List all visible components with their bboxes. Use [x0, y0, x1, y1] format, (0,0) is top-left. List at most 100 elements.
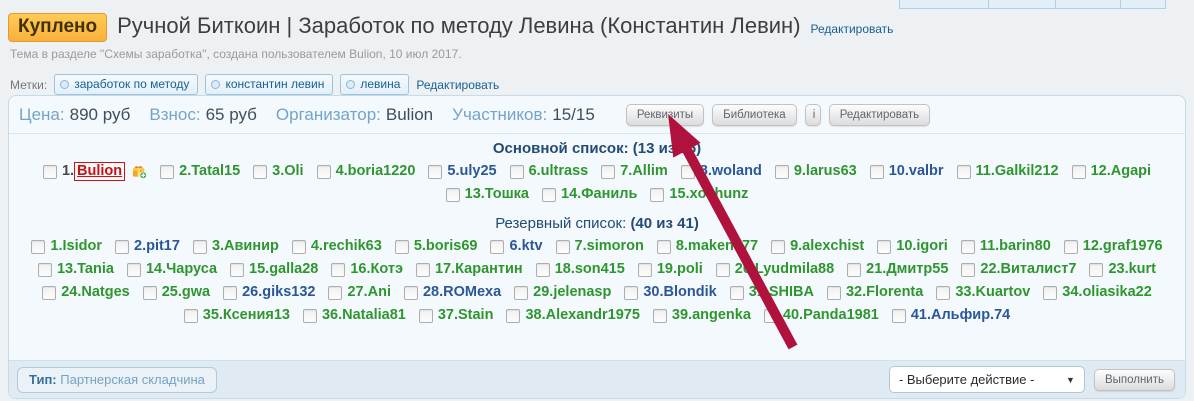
member-name[interactable]: 4.boria1220	[335, 163, 416, 179]
member-item[interactable]: 16.Котэ	[331, 262, 403, 277]
toolbar-button-cutoff[interactable]	[988, 0, 1055, 8]
member-item[interactable]: 38.Alexandr1975	[506, 308, 640, 323]
member-name[interactable]: 2.Tatal15	[179, 163, 241, 179]
member-item[interactable]: 14.Фаниль	[542, 187, 637, 202]
member-name[interactable]: 3.Авинир	[211, 238, 279, 254]
member-name[interactable]: 6.ultrass	[528, 163, 589, 179]
member-item[interactable]: 2.Tatal15	[160, 164, 240, 179]
member-item[interactable]: 17.Карантин	[415, 261, 523, 277]
member-checkbox[interactable]	[183, 308, 198, 323]
member-name[interactable]: 14.Чаруса	[145, 261, 218, 277]
member-checkbox[interactable]	[1063, 239, 1078, 254]
member-checkbox[interactable]	[291, 239, 306, 254]
member-checkbox[interactable]	[514, 285, 529, 300]
member-name[interactable]: 30.Blondik	[643, 284, 717, 300]
member-checkbox[interactable]	[891, 308, 906, 323]
member-item[interactable]: 37.Stain	[418, 307, 494, 323]
member-item[interactable]: 21.Дмитр55	[847, 262, 948, 277]
tags-edit-link[interactable]: Редактировать	[416, 77, 500, 92]
member-checkbox[interactable]	[506, 308, 521, 323]
member-checkbox[interactable]	[877, 239, 892, 254]
member-name[interactable]: 22.Виталист7	[980, 261, 1077, 277]
member-checkbox[interactable]	[418, 308, 433, 323]
member-name[interactable]: 20.Lyudmila88	[734, 261, 835, 277]
member-name[interactable]: 2.pit17	[134, 238, 180, 254]
member-item[interactable]: 2.pit17	[115, 239, 180, 254]
member-item[interactable]: 12.Agapi	[1071, 164, 1151, 179]
member-item[interactable]: 1.Isidor	[31, 239, 102, 254]
member-checkbox[interactable]	[960, 239, 975, 254]
member-name[interactable]: 17.Карантин	[434, 261, 523, 277]
member-name[interactable]: 4.rechik63	[310, 238, 382, 254]
member-name[interactable]: 9.larus63	[793, 163, 857, 179]
member-name[interactable]: 8.makena77	[675, 238, 759, 254]
member-name[interactable]: 36.Natalia81	[321, 307, 406, 323]
member-item[interactable]: 15.galla28	[230, 262, 318, 277]
member-checkbox[interactable]	[42, 164, 57, 179]
member-name[interactable]: 35.Ксения13	[202, 307, 290, 323]
member-name[interactable]: 18.son415	[554, 261, 625, 277]
member-item[interactable]: 18.son415	[535, 261, 625, 277]
member-name[interactable]: 29.jelenasp	[533, 284, 612, 300]
member-item[interactable]: 35.Ксения13	[183, 307, 290, 323]
member-name[interactable]: 15.galla28	[249, 261, 319, 277]
member-checkbox[interactable]	[601, 164, 616, 179]
member-name[interactable]: 11.barin80	[979, 238, 1051, 254]
member-checkbox[interactable]	[230, 262, 245, 277]
member-name[interactable]: 19.poli	[656, 261, 703, 277]
member-checkbox[interactable]	[847, 262, 862, 277]
member-item[interactable]: 10.igori	[877, 239, 948, 254]
member-item[interactable]: 28.ROMexa	[403, 284, 502, 300]
member-checkbox[interactable]	[223, 285, 238, 300]
member-item[interactable]: 22.Виталист7	[961, 262, 1076, 277]
member-name[interactable]: 10.valbr	[888, 163, 944, 179]
member-checkbox[interactable]	[715, 262, 730, 277]
toolbar-button-cutoff[interactable]	[900, 0, 988, 8]
member-checkbox[interactable]	[160, 164, 175, 179]
member-name[interactable]: 33.Kuartov	[955, 284, 1031, 300]
member-checkbox[interactable]	[31, 239, 46, 254]
panel-edit-button[interactable]: Редактировать	[828, 104, 931, 126]
member-checkbox[interactable]	[331, 262, 346, 277]
member-checkbox[interactable]	[542, 187, 556, 202]
member-name[interactable]: 37.Stain	[437, 307, 494, 323]
member-name[interactable]: 21.Дмитр55	[866, 261, 949, 277]
member-name[interactable]: 13.Тошка	[464, 186, 529, 202]
member-checkbox[interactable]	[652, 308, 667, 323]
member-checkbox[interactable]	[956, 164, 971, 179]
member-name[interactable]: 34.oliasika22	[1062, 284, 1152, 300]
member-checkbox[interactable]	[656, 239, 671, 254]
member-name[interactable]: 1. Bulion	[62, 162, 126, 181]
member-name[interactable]: 1.Isidor	[50, 238, 102, 254]
member-checkbox[interactable]	[624, 285, 639, 300]
member-checkbox[interactable]	[42, 285, 57, 300]
member-item[interactable]: 8.woland	[680, 164, 762, 179]
member-checkbox[interactable]	[302, 308, 317, 323]
member-item[interactable]: 4.rechik63	[291, 238, 382, 254]
tag-item[interactable]: левина	[340, 74, 410, 95]
member-checkbox[interactable]	[771, 239, 786, 254]
member-checkbox[interactable]	[253, 164, 268, 179]
member-checkbox[interactable]	[115, 239, 129, 254]
member-item[interactable]: 23.kurt	[1089, 262, 1156, 277]
toolbar-button-cutoff[interactable]	[1120, 0, 1165, 8]
member-name[interactable]: 3.Oli	[272, 163, 304, 179]
library-button[interactable]: Библиотека	[712, 104, 797, 126]
member-checkbox[interactable]	[729, 285, 744, 300]
member-name[interactable]: 10.igori	[896, 238, 948, 254]
member-checkbox[interactable]	[555, 239, 570, 254]
tag-item[interactable]: заработок по методу	[54, 74, 199, 95]
member-checkbox[interactable]	[1043, 285, 1058, 300]
member-item[interactable]: 3.Oli	[253, 163, 304, 179]
member-item[interactable]: 11.barin80	[960, 238, 1051, 254]
member-checkbox[interactable]	[650, 187, 665, 202]
tag-item[interactable]: константин левин	[205, 74, 334, 95]
member-checkbox[interactable]	[826, 285, 841, 300]
member-item[interactable]: 5.boris69	[394, 239, 477, 254]
member-item[interactable]: 32.Florenta	[826, 285, 923, 300]
type-chip[interactable]: Тип: Партнерская складчина	[17, 366, 217, 393]
member-item[interactable]: 9.alexchist	[771, 239, 864, 254]
member-item[interactable]: 12.graf1976	[1063, 239, 1163, 254]
member-name[interactable]: 28.ROMexa	[422, 284, 502, 300]
member-name[interactable]: 5.uly25	[447, 163, 497, 179]
